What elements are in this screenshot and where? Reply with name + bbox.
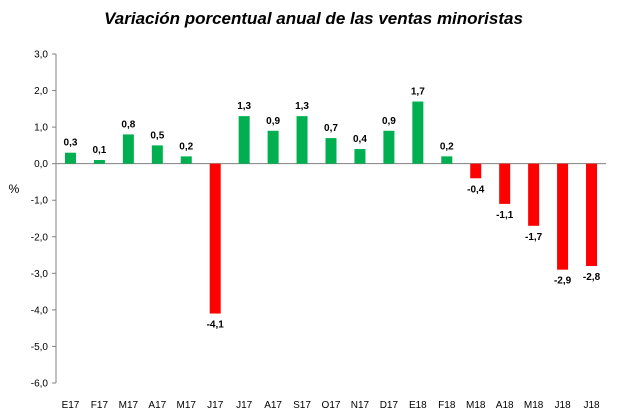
x-tick-label: J18 bbox=[583, 400, 600, 411]
x-tick-label: E17 bbox=[62, 400, 80, 411]
x-tick-label: N17 bbox=[351, 400, 370, 411]
x-tick-label: A17 bbox=[148, 400, 166, 411]
x-tick-label: F18 bbox=[438, 400, 456, 411]
data-label: 0,5 bbox=[150, 130, 164, 141]
bar bbox=[267, 130, 279, 164]
y-tick-label: 0,0 bbox=[34, 159, 48, 170]
data-label: 1,7 bbox=[411, 87, 425, 98]
x-tick-label: O17 bbox=[322, 400, 341, 411]
data-label: 0,9 bbox=[382, 116, 396, 127]
x-tick-label: J17 bbox=[207, 400, 224, 411]
data-label: 0,1 bbox=[92, 145, 106, 156]
x-tick-label: M18 bbox=[524, 400, 544, 411]
x-tick-label: M18 bbox=[466, 400, 486, 411]
y-tick-label: 3,0 bbox=[34, 50, 48, 61]
x-tick-label: M17 bbox=[119, 400, 139, 411]
bar bbox=[122, 134, 134, 164]
y-tick-label: -4,0 bbox=[31, 305, 49, 316]
data-label: 1,3 bbox=[237, 101, 251, 112]
data-label: 0,3 bbox=[64, 138, 78, 149]
bar bbox=[325, 138, 337, 164]
bar bbox=[441, 156, 453, 164]
x-tick-label: A18 bbox=[496, 400, 514, 411]
y-tick-label: 2,0 bbox=[34, 86, 48, 97]
y-tick-label: -2,0 bbox=[31, 232, 49, 243]
bar bbox=[354, 149, 366, 164]
data-label: -0,4 bbox=[467, 184, 485, 195]
data-label: -1,1 bbox=[496, 210, 514, 221]
bar bbox=[470, 163, 482, 179]
data-label: 0,9 bbox=[266, 116, 280, 127]
bar bbox=[64, 152, 76, 164]
data-label: -2,9 bbox=[554, 276, 572, 287]
x-tick-label: E18 bbox=[409, 400, 427, 411]
y-tick-label: -1,0 bbox=[31, 196, 49, 207]
bar bbox=[180, 156, 192, 164]
data-label: 0,4 bbox=[353, 134, 367, 145]
bar bbox=[412, 101, 424, 164]
data-label: -1,7 bbox=[525, 232, 543, 243]
bar bbox=[528, 163, 540, 226]
bar bbox=[586, 163, 598, 267]
x-tick-label: A17 bbox=[264, 400, 282, 411]
bar bbox=[557, 163, 569, 270]
data-label: 0,7 bbox=[324, 123, 338, 134]
data-label: -2,8 bbox=[583, 272, 601, 283]
bar bbox=[499, 163, 511, 204]
data-label: 1,3 bbox=[295, 101, 309, 112]
x-tick-label: F17 bbox=[91, 400, 109, 411]
data-label: -4,1 bbox=[207, 320, 225, 331]
x-tick-label: J17 bbox=[236, 400, 253, 411]
x-tick-label: J18 bbox=[555, 400, 572, 411]
bar bbox=[383, 130, 395, 164]
x-tick-label: S17 bbox=[293, 400, 311, 411]
chart-title: Variación porcentual anual de las ventas… bbox=[104, 9, 523, 28]
bar bbox=[296, 116, 308, 164]
y-tick-label: -6,0 bbox=[31, 379, 49, 390]
y-tick-label: -3,0 bbox=[31, 269, 49, 280]
bar bbox=[209, 163, 221, 314]
bar bbox=[238, 116, 250, 164]
y-tick-label: -5,0 bbox=[31, 342, 49, 353]
data-label: 0,8 bbox=[121, 119, 135, 130]
data-label: 0,2 bbox=[440, 141, 454, 152]
bar bbox=[93, 160, 105, 164]
x-tick-label: D17 bbox=[380, 400, 399, 411]
bar bbox=[151, 145, 163, 164]
y-tick-label: 1,0 bbox=[34, 123, 48, 134]
y-axis-label: % bbox=[9, 182, 20, 196]
data-label: 0,2 bbox=[179, 141, 193, 152]
x-tick-label: M17 bbox=[177, 400, 197, 411]
